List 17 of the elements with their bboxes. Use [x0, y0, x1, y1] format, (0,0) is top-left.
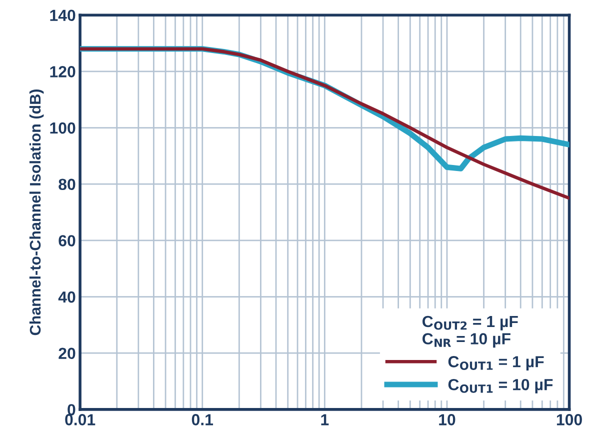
text: C$_{OUT2}$ = 1 µF C$_{NR}$ = 10 µF: [422, 316, 518, 348]
y-tick-label: 0: [68, 404, 76, 416]
x-tick-label: 0.1: [192, 414, 214, 426]
y-tick-label: 120: [50, 66, 76, 78]
y-tick-label: 100: [50, 122, 76, 134]
legend-label: C$_{OUT1}$ = 1 µF: [448, 356, 544, 371]
x-tick-label: 1: [321, 414, 329, 426]
y-tick-label: 140: [50, 10, 76, 22]
y-tick-label: 20: [58, 348, 76, 360]
y-tick-label: 80: [58, 178, 76, 190]
y-tick-label: 60: [58, 235, 76, 246]
x-tick-label: 10: [439, 414, 456, 426]
y-axis-title: Channel-to-Channel Isolation (dB): [29, 90, 44, 336]
legend-label: C$_{OUT1}$ = 10 µF: [448, 378, 553, 394]
x-tick-label: 100: [556, 414, 582, 426]
x-tick-label: 0.01: [65, 414, 96, 426]
y-tick-label: 40: [58, 291, 76, 303]
